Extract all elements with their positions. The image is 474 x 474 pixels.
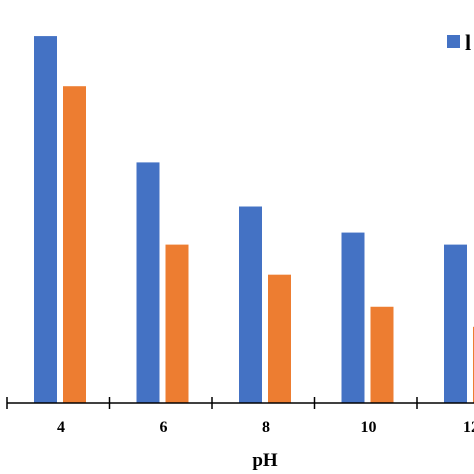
x-axis-tick-labels: 4 6 8 10 12 <box>57 419 474 436</box>
x-tick-label-10: 10 <box>361 419 377 436</box>
bar-series-1-ph-8 <box>239 206 262 403</box>
x-tick-label-8: 8 <box>262 419 270 436</box>
x-axis-ticks <box>6 397 418 409</box>
bar-series-2-ph-8 <box>268 274 291 403</box>
bar-series-1-ph-4 <box>34 36 57 404</box>
legend-swatch-series-1 <box>447 35 460 48</box>
bar-series-1-ph-10 <box>341 232 365 403</box>
x-tick-label-6: 6 <box>160 419 168 436</box>
bar-series-1-ph-6 <box>136 162 160 403</box>
bars-group <box>34 36 474 404</box>
x-tick-label-4: 4 <box>57 419 65 436</box>
bar-series-2-ph-4 <box>63 86 86 404</box>
legend: l <box>447 30 471 55</box>
bar-series-1-ph-12 <box>444 244 467 403</box>
bar-series-2-ph-6 <box>165 244 189 403</box>
x-tick-label-12: 12 <box>463 419 474 436</box>
x-axis-title: pH <box>252 450 278 471</box>
bar-series-2-ph-10 <box>370 306 394 403</box>
legend-label-series-1: l <box>465 30 471 55</box>
